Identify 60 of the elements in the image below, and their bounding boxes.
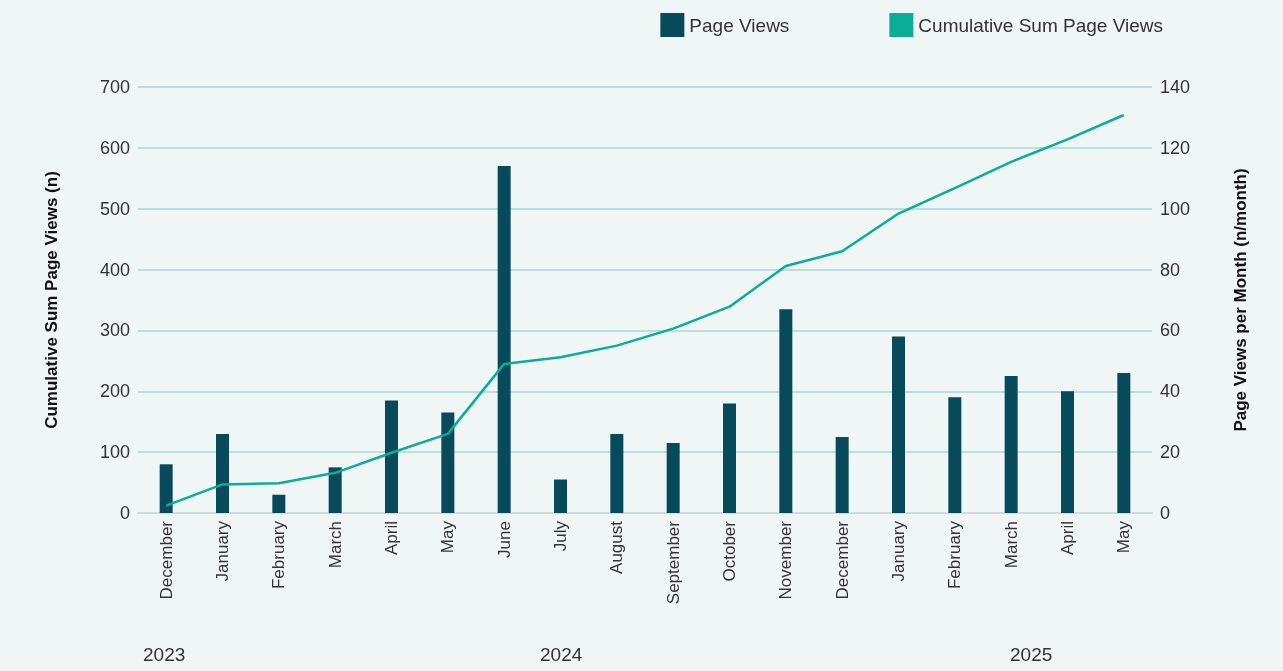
- y-tick-label: 300: [99, 320, 130, 341]
- y-tick-label: 0: [119, 503, 130, 523]
- x-tick-label: April: [1058, 521, 1077, 556]
- bar: [1061, 391, 1074, 513]
- y-tick-label: 200: [99, 381, 130, 402]
- y-axis-title: Cumulative Sum Page Views (n): [42, 171, 61, 429]
- x-tick-label: December: [156, 520, 176, 600]
- x-tick-label: November: [776, 520, 796, 600]
- bar: [835, 436, 849, 513]
- line-series: [164, 113, 1126, 507]
- text: 2025: [1009, 644, 1053, 665]
- bar: [441, 412, 455, 513]
- bar: [385, 400, 398, 513]
- y-tick-label: 500: [99, 198, 130, 219]
- x-tick-label: March: [1001, 521, 1021, 569]
- bar: [779, 309, 793, 513]
- x-tick-label: September: [663, 520, 683, 605]
- y2-tick-label: 80: [1160, 259, 1181, 280]
- x-tick-label: January: [889, 520, 908, 582]
- bar: [216, 433, 229, 513]
- y2-tick-label: 60: [1160, 320, 1181, 341]
- y2-tick-label: 20: [1160, 442, 1181, 463]
- x-tick-label: May: [438, 520, 458, 554]
- x-tick-label: February: [945, 520, 965, 590]
- bar: [723, 403, 736, 513]
- x-tick-label: February: [269, 520, 289, 590]
- x-tick-label: January: [213, 520, 232, 582]
- y2-tick-label: 40: [1160, 381, 1181, 402]
- x-tick-label: May: [1114, 520, 1134, 554]
- y2-tick-label: 100: [1160, 198, 1191, 219]
- bar: [610, 433, 624, 513]
- x-tick-label: August: [607, 520, 627, 574]
- x-tick-label: April: [382, 521, 401, 556]
- bar: [497, 166, 511, 513]
- x-tick-label: June: [494, 521, 514, 558]
- y2-tick-label: 140: [1160, 77, 1191, 97]
- bar: [159, 464, 173, 513]
- bar: [1004, 376, 1018, 513]
- y-tick-label: 700: [99, 77, 130, 97]
- x-tick-label: December: [832, 520, 852, 600]
- y2-axis-title: Page Views per Month (n/month): [1231, 168, 1250, 432]
- y-tick-label: 400: [99, 259, 130, 280]
- y2-tick-label: 0: [1160, 503, 1171, 523]
- y-tick-label: 100: [99, 442, 130, 463]
- y2-tick-label: 120: [1160, 137, 1191, 158]
- bar: [892, 336, 905, 513]
- text: 2024: [539, 644, 583, 665]
- bar: [272, 494, 286, 513]
- x-tick-label: July: [551, 520, 570, 552]
- x-tick-label: March: [325, 521, 345, 569]
- bar: [666, 443, 680, 513]
- legend-label: Cumulative Sum Page Views: [918, 14, 1163, 36]
- y-tick-label: 600: [99, 137, 130, 158]
- text: 2023: [142, 644, 186, 665]
- legend-label: Page Views: [689, 14, 790, 36]
- bar: [554, 479, 567, 513]
- x-tick-label: October: [720, 520, 739, 582]
- bar: [948, 397, 962, 513]
- bar: [1117, 373, 1131, 513]
- bar: [328, 467, 342, 513]
